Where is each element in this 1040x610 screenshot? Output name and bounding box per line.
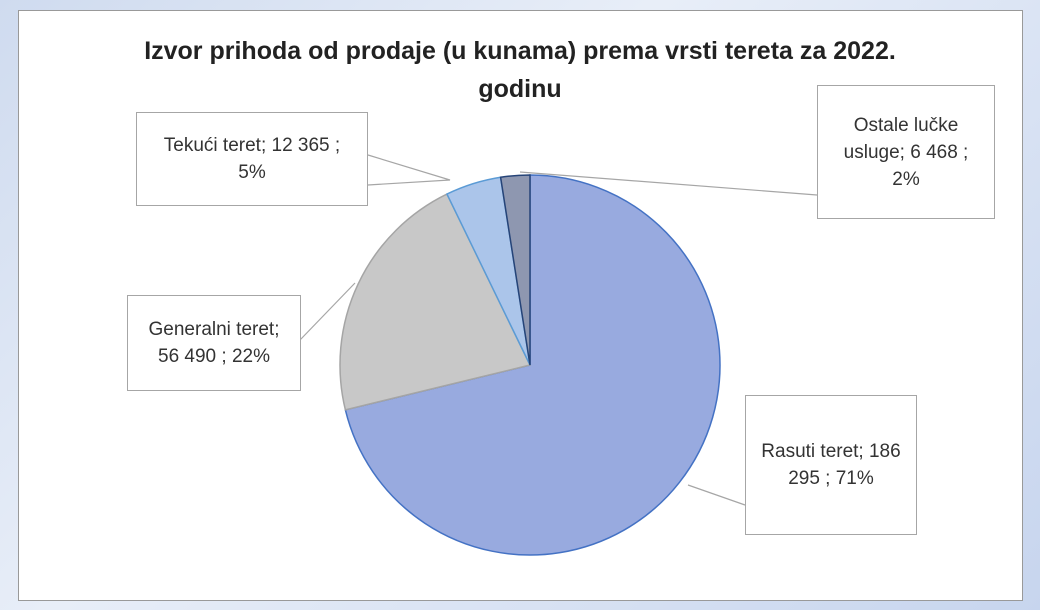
pie-slice bbox=[344, 174, 721, 556]
data-label: Rasuti teret; 186 295 ; 71% bbox=[745, 395, 917, 535]
leader-line bbox=[299, 282, 356, 341]
data-label: Tekući teret; 12 365 ; 5% bbox=[136, 112, 368, 206]
data-label: Ostale lučke usluge; 6 468 ; 2% bbox=[817, 85, 995, 219]
pie-slice bbox=[499, 174, 531, 366]
leader-line bbox=[367, 154, 451, 186]
pie-slice bbox=[339, 193, 532, 411]
data-label: Generalni teret; 56 490 ; 22% bbox=[127, 295, 301, 391]
leader-line bbox=[519, 171, 818, 196]
leader-line bbox=[687, 484, 746, 506]
chart-title: Izvor prihoda od prodaje (u kunama) prem… bbox=[144, 37, 896, 103]
leader-lines bbox=[299, 154, 818, 506]
